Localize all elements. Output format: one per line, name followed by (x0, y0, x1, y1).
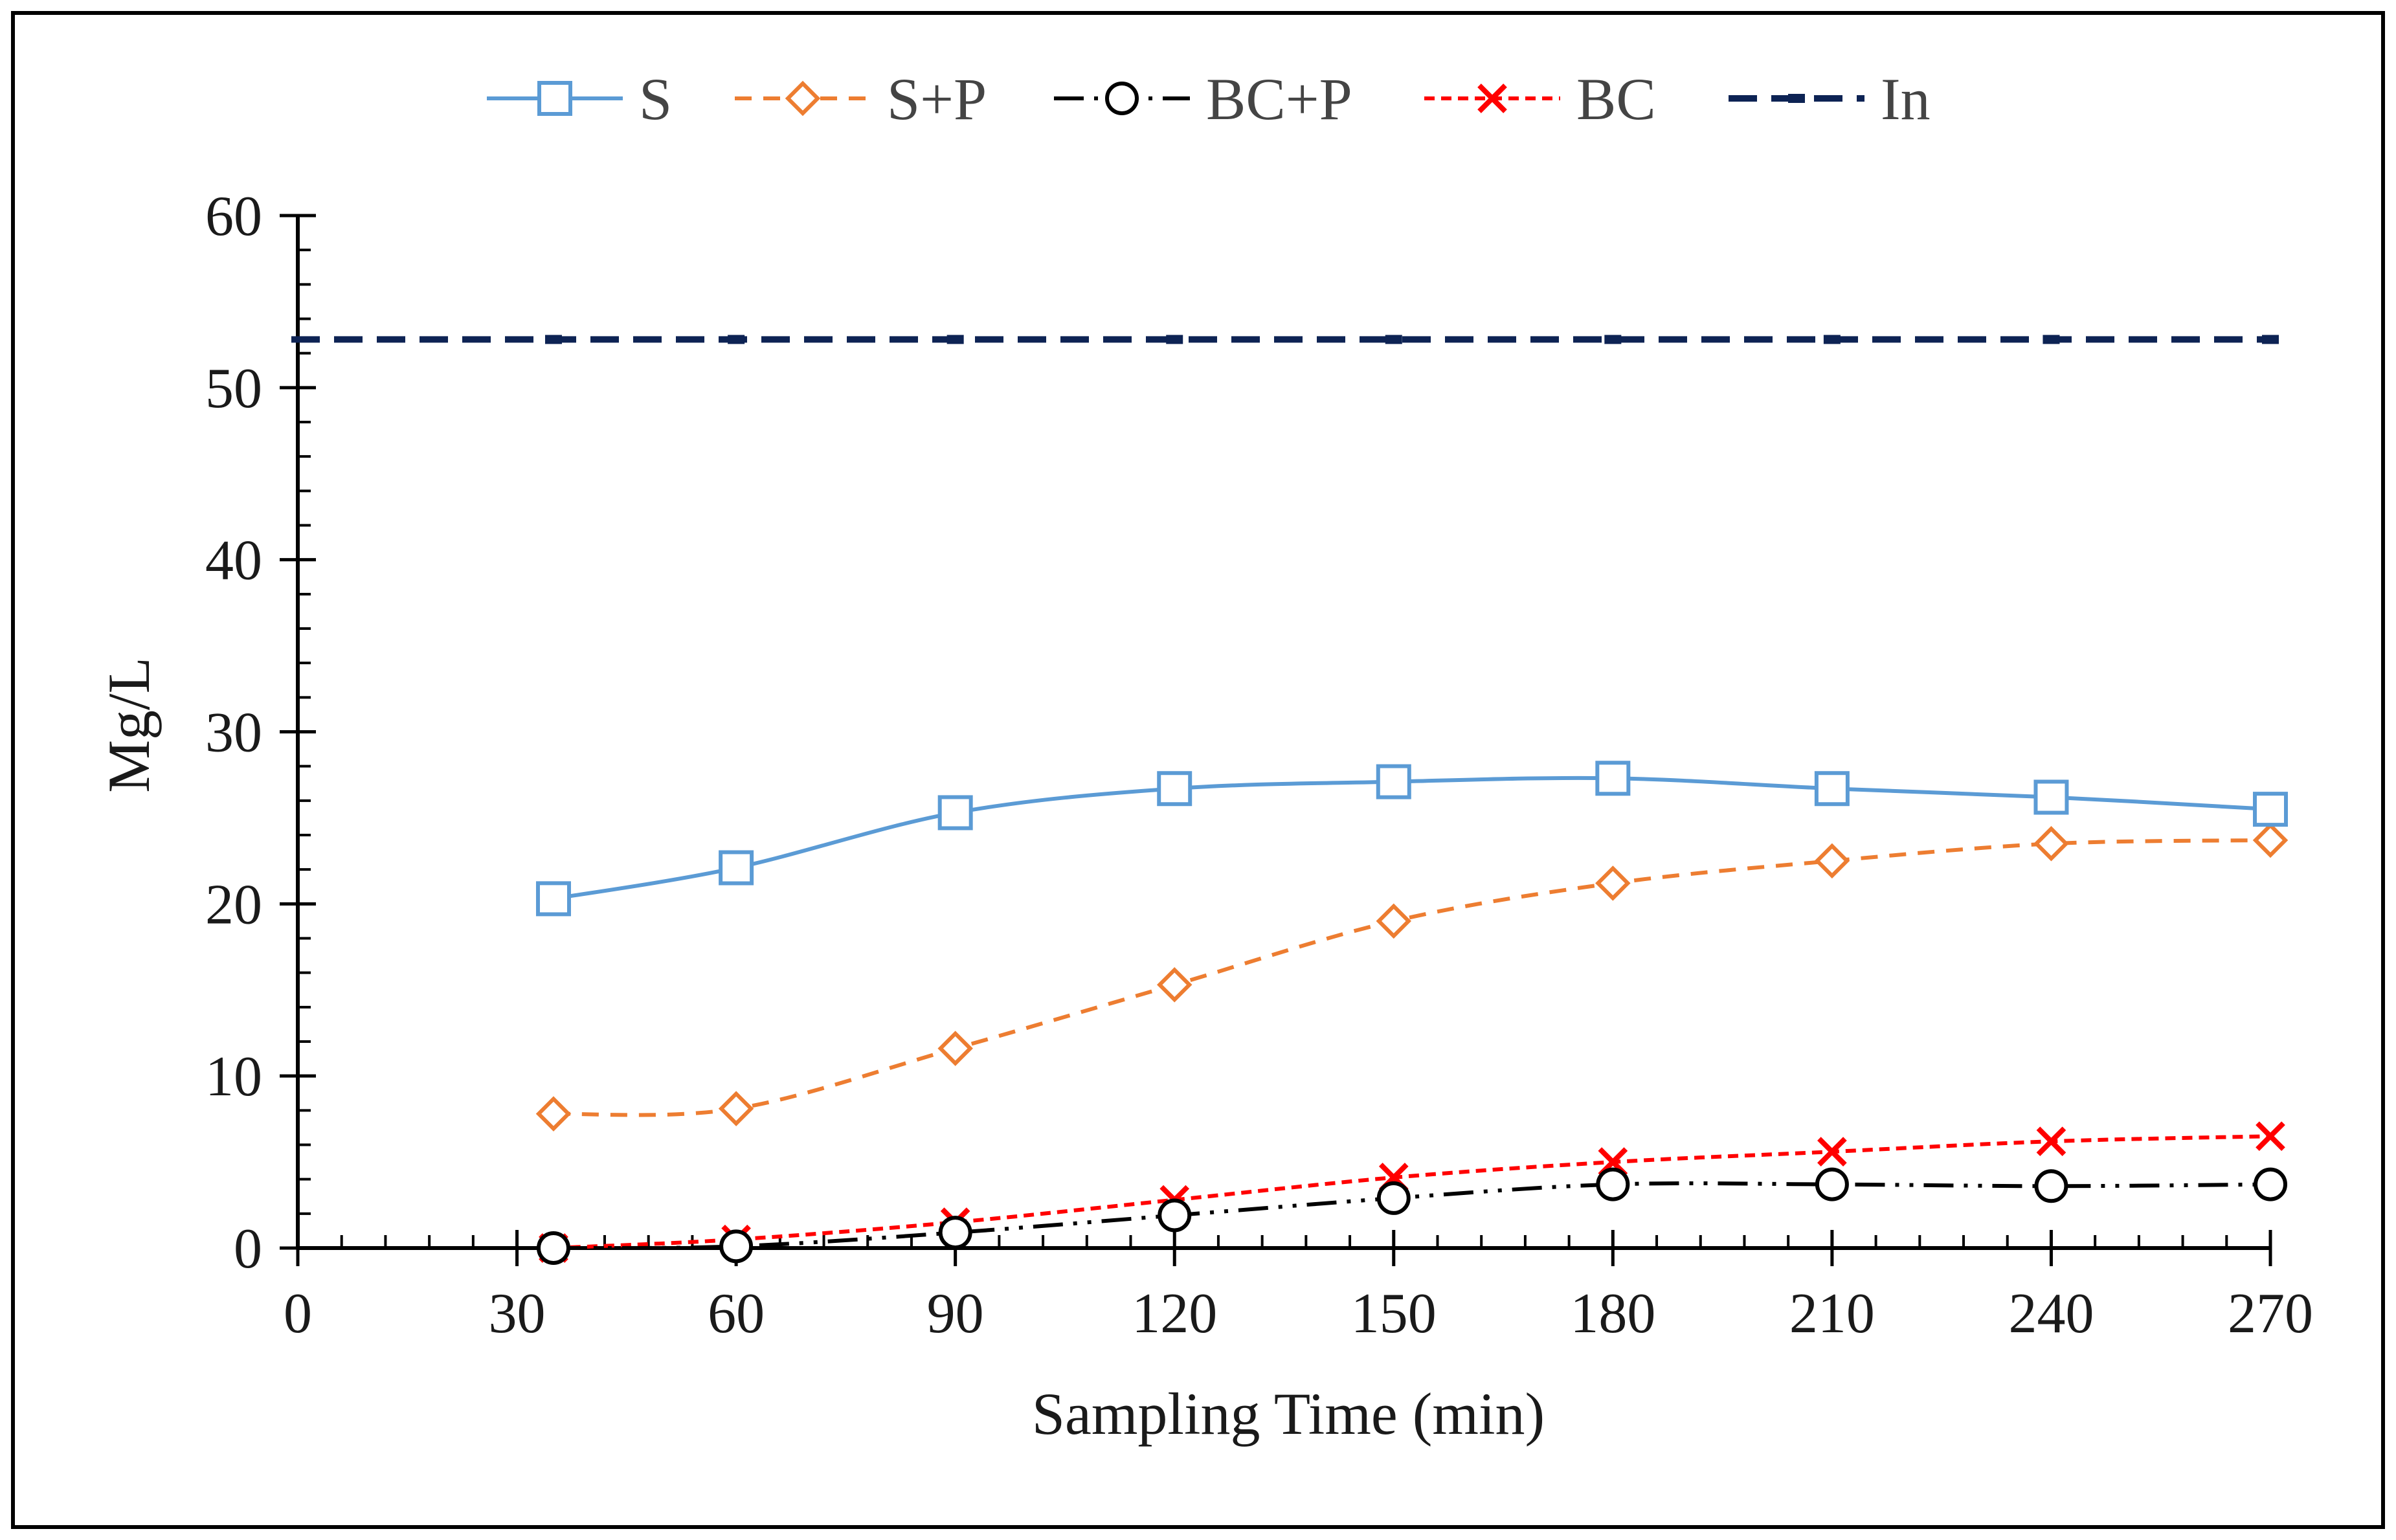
y-tick-label: 40 (205, 530, 262, 592)
data-point-bc-plus-p (2254, 1167, 2287, 1201)
x-tick-label: 210 (1789, 1282, 1875, 1345)
y-tick-label: 50 (205, 357, 262, 420)
chart-border (11, 11, 2385, 1529)
x-tick-label: 30 (489, 1282, 546, 1345)
data-point-s (2033, 779, 2069, 815)
legend-marker-bc (1477, 84, 1507, 113)
data-point-in (1166, 335, 1183, 344)
legend-label-bc: BC (1576, 66, 1656, 132)
x-tick-label: 270 (2228, 1282, 2313, 1345)
y-tick-label: 30 (205, 702, 262, 764)
legend-label-s: S (639, 66, 672, 132)
x-tick-label: 60 (708, 1282, 765, 1345)
data-point-s-plus-p (2033, 826, 2069, 862)
y-tick-label: 60 (205, 185, 262, 248)
data-point-in (1604, 335, 1622, 344)
data-point-bc-plus-p (1158, 1198, 1192, 1233)
x-tick-label: 120 (1132, 1282, 1217, 1345)
data-point-bc-plus-p (1815, 1167, 1849, 1201)
data-point-in (2043, 335, 2060, 344)
legend: S S+P BC+P BC In (487, 66, 1931, 132)
legend-label-in: In (1881, 66, 1931, 132)
data-point-s-plus-p (718, 1091, 754, 1126)
legend-marker-bc-plus-p (1105, 82, 1139, 115)
data-point-s (719, 850, 754, 886)
legend-label-bc-plus-p: BC+P (1206, 66, 1352, 132)
data-point-bc-plus-p (1376, 1181, 1411, 1215)
x-tick-label: 180 (1570, 1282, 1655, 1345)
data-point-bc-plus-p (2034, 1169, 2068, 1203)
data-point-in (544, 335, 562, 344)
data-point-in (1823, 335, 1841, 344)
x-tick-label: 90 (927, 1282, 984, 1345)
data-point-s-plus-p (1814, 843, 1850, 879)
y-tick-label: 0 (234, 1218, 262, 1280)
data-point-s (1814, 771, 1850, 807)
data-point-s (1157, 771, 1192, 807)
data-point-in (2262, 335, 2279, 344)
data-point-bc-plus-p (1596, 1167, 1630, 1201)
y-tick-label: 10 (205, 1045, 262, 1108)
data-point-s-plus-p (1595, 865, 1631, 901)
data-point-s (1595, 761, 1631, 796)
data-point-s (937, 795, 973, 831)
x-tick-label: 240 (2008, 1282, 2094, 1345)
data-point-bc-plus-p (536, 1231, 570, 1265)
data-point-s-plus-p (1376, 903, 1412, 939)
data-point-s-plus-p (2252, 822, 2289, 858)
legend-marker-s (537, 81, 572, 116)
data-point-in (728, 335, 745, 344)
data-point-s-plus-p (937, 1031, 973, 1066)
legend-marker-s-plus-p (785, 80, 821, 117)
x-axis-title: Sampling Time (min) (1032, 1381, 1545, 1447)
y-axis-title: Mg/L (96, 657, 162, 793)
data-point-bc (2036, 1126, 2066, 1157)
data-point-in (1385, 335, 1402, 344)
data-point-in (946, 335, 964, 344)
data-point-s-plus-p (535, 1096, 572, 1132)
data-point-bc-plus-p (938, 1216, 972, 1250)
legend-marker-in (1788, 94, 1805, 103)
data-point-s-plus-p (1156, 967, 1192, 1003)
data-point-s (535, 881, 571, 917)
data-point-bc-plus-p (719, 1229, 754, 1264)
plot-area (291, 335, 2289, 1265)
x-tick-label: 0 (284, 1282, 312, 1345)
x-tick-label: 150 (1351, 1282, 1437, 1345)
data-point-bc (1817, 1137, 1847, 1166)
data-point-s (2253, 792, 2288, 827)
data-point-bc (2256, 1121, 2285, 1152)
y-tick-label: 20 (205, 873, 262, 936)
data-point-s (1376, 764, 1411, 799)
legend-label-s-plus-p: S+P (887, 66, 987, 132)
